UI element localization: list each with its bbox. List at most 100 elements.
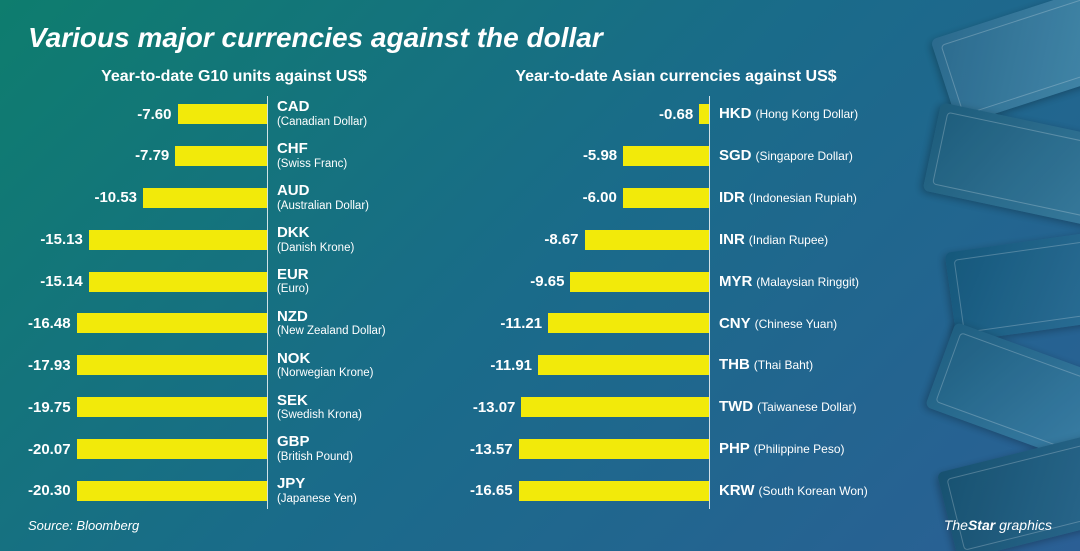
bar-value: -16.48 <box>28 315 71 332</box>
bar <box>77 439 267 459</box>
bar-value: -9.65 <box>530 273 564 290</box>
bar <box>77 313 267 333</box>
bar <box>538 355 709 375</box>
bar-area: -9.65 <box>470 264 709 300</box>
currency-name: (Thai Baht) <box>754 358 813 372</box>
currency-code: NZD <box>277 309 440 326</box>
currency-name: (Canadian Dollar) <box>277 116 440 129</box>
label-area: PHP(Philippine Peso) <box>709 440 882 458</box>
bar <box>89 272 267 292</box>
bar-value: -20.30 <box>28 482 71 499</box>
bar <box>89 230 267 250</box>
currency-code: HKD <box>719 105 752 122</box>
currency-name: (Philippine Peso) <box>754 442 845 456</box>
bar-area: -7.60 <box>28 96 267 132</box>
bar <box>519 439 709 459</box>
chart-row: -11.21 CNY(Chinese Yuan) <box>470 305 882 341</box>
label-area: GBP(British Pound) <box>267 434 440 463</box>
currency-name: (New Zealand Dollar) <box>277 325 440 338</box>
bar-value: -15.14 <box>40 273 83 290</box>
bar <box>699 104 709 124</box>
chart-row: -16.48 NZD(New Zealand Dollar) <box>28 305 440 341</box>
bar-value: -13.07 <box>473 399 516 416</box>
bar <box>77 481 267 501</box>
label-area: HKD(Hong Kong Dollar) <box>709 105 882 123</box>
chart-row: -5.98 SGD(Singapore Dollar) <box>470 138 882 174</box>
bar-value: -0.68 <box>659 106 693 123</box>
brand-suffix: graphics <box>995 517 1052 533</box>
brand-bold: Star <box>968 517 995 533</box>
bar-value: -11.91 <box>490 357 532 374</box>
bar-value: -19.75 <box>28 399 71 416</box>
panel-g10-rows: -7.60 CAD(Canadian Dollar) -7.79 CHF(Swiss … <box>28 96 440 509</box>
bar-area: -15.13 <box>28 222 267 258</box>
currency-code: JPY <box>277 476 440 493</box>
label-area: CNY(Chinese Yuan) <box>709 315 882 333</box>
panel-asia-rows: -0.68 HKD(Hong Kong Dollar) -5.98 SGD(Singa… <box>470 96 882 509</box>
bar-value: -8.67 <box>544 231 578 248</box>
panel-asia-title: Year-to-date Asian currencies against US… <box>470 68 882 86</box>
bar-area: -11.21 <box>470 305 709 341</box>
panel-g10: Year-to-date G10 units against US$ -7.60… <box>28 68 440 509</box>
bar-area: -10.53 <box>28 180 267 216</box>
label-area: EUR(Euro) <box>267 267 440 296</box>
currency-name: (Taiwanese Dollar) <box>757 400 856 414</box>
currency-code: DKK <box>277 225 440 242</box>
chart-row: -10.53AUD(Australian Dollar) <box>28 180 440 216</box>
chart-row: -7.79 CHF(Swiss Franc) <box>28 138 440 174</box>
currency-code: GBP <box>277 434 440 451</box>
currency-code: NOK <box>277 351 440 368</box>
currency-name: (Japanese Yen) <box>277 493 440 506</box>
currency-name: (Swedish Krona) <box>277 409 440 422</box>
panel-g10-title: Year-to-date G10 units against US$ <box>28 68 440 86</box>
currency-code: INR <box>719 231 745 248</box>
currency-code: CHF <box>277 141 440 158</box>
bar <box>623 146 709 166</box>
bar-value: -11.21 <box>500 315 542 332</box>
bar-area: -15.14 <box>28 264 267 300</box>
zero-axis <box>709 96 710 509</box>
bar-value: -10.53 <box>94 189 137 206</box>
bar-area: -6.00 <box>470 180 709 216</box>
chart-row: -9.65MYR(Malaysian Ringgit) <box>470 264 882 300</box>
currency-code: CAD <box>277 99 440 116</box>
label-area: SEK(Swedish Krona) <box>267 393 440 422</box>
brand-credit: TheStar graphics <box>944 517 1052 533</box>
bar <box>623 188 709 208</box>
currency-name: (British Pound) <box>277 451 440 464</box>
bar-value: -5.98 <box>583 147 617 164</box>
bar-value: -7.60 <box>137 106 171 123</box>
main-title: Various major currencies against the dol… <box>28 22 1052 54</box>
label-area: TWD (Taiwanese Dollar) <box>709 398 882 416</box>
currency-name: (Indonesian Rupiah) <box>749 191 857 205</box>
chart-row: -16.65KRW(South Korean Won) <box>470 473 882 509</box>
bar-area: -13.07 <box>470 389 709 425</box>
label-area: NOK(Norwegian Krone) <box>267 351 440 380</box>
currency-code: TWD <box>719 398 753 415</box>
currency-code: EUR <box>277 267 440 284</box>
brand-prefix: The <box>944 517 968 533</box>
bar <box>77 355 267 375</box>
currency-name: (Swiss Franc) <box>277 158 440 171</box>
bar <box>178 104 267 124</box>
source-text: Source: Bloomberg <box>28 518 139 533</box>
bar-area: -7.79 <box>28 138 267 174</box>
bar-value: -6.00 <box>583 189 617 206</box>
zero-axis <box>267 96 268 509</box>
footer: Source: Bloomberg TheStar graphics <box>28 517 1052 533</box>
bar-value: -16.65 <box>470 482 513 499</box>
bar <box>143 188 267 208</box>
bar <box>519 481 709 501</box>
currency-name: (Norwegian Krone) <box>277 367 440 380</box>
bar-value: -13.57 <box>470 441 513 458</box>
chart-row: -15.13 DKK(Danish Krone) <box>28 222 440 258</box>
currency-name: (Danish Krone) <box>277 242 440 255</box>
currency-code: SGD <box>719 147 752 164</box>
bar <box>175 146 267 166</box>
currency-name: (Singapore Dollar) <box>755 149 852 163</box>
currency-code: SEK <box>277 393 440 410</box>
chart-row: -11.91THB(Thai Baht) <box>470 347 882 383</box>
bar-area: -0.68 <box>470 96 709 132</box>
label-area: SGD(Singapore Dollar) <box>709 147 882 165</box>
bar <box>585 230 709 250</box>
